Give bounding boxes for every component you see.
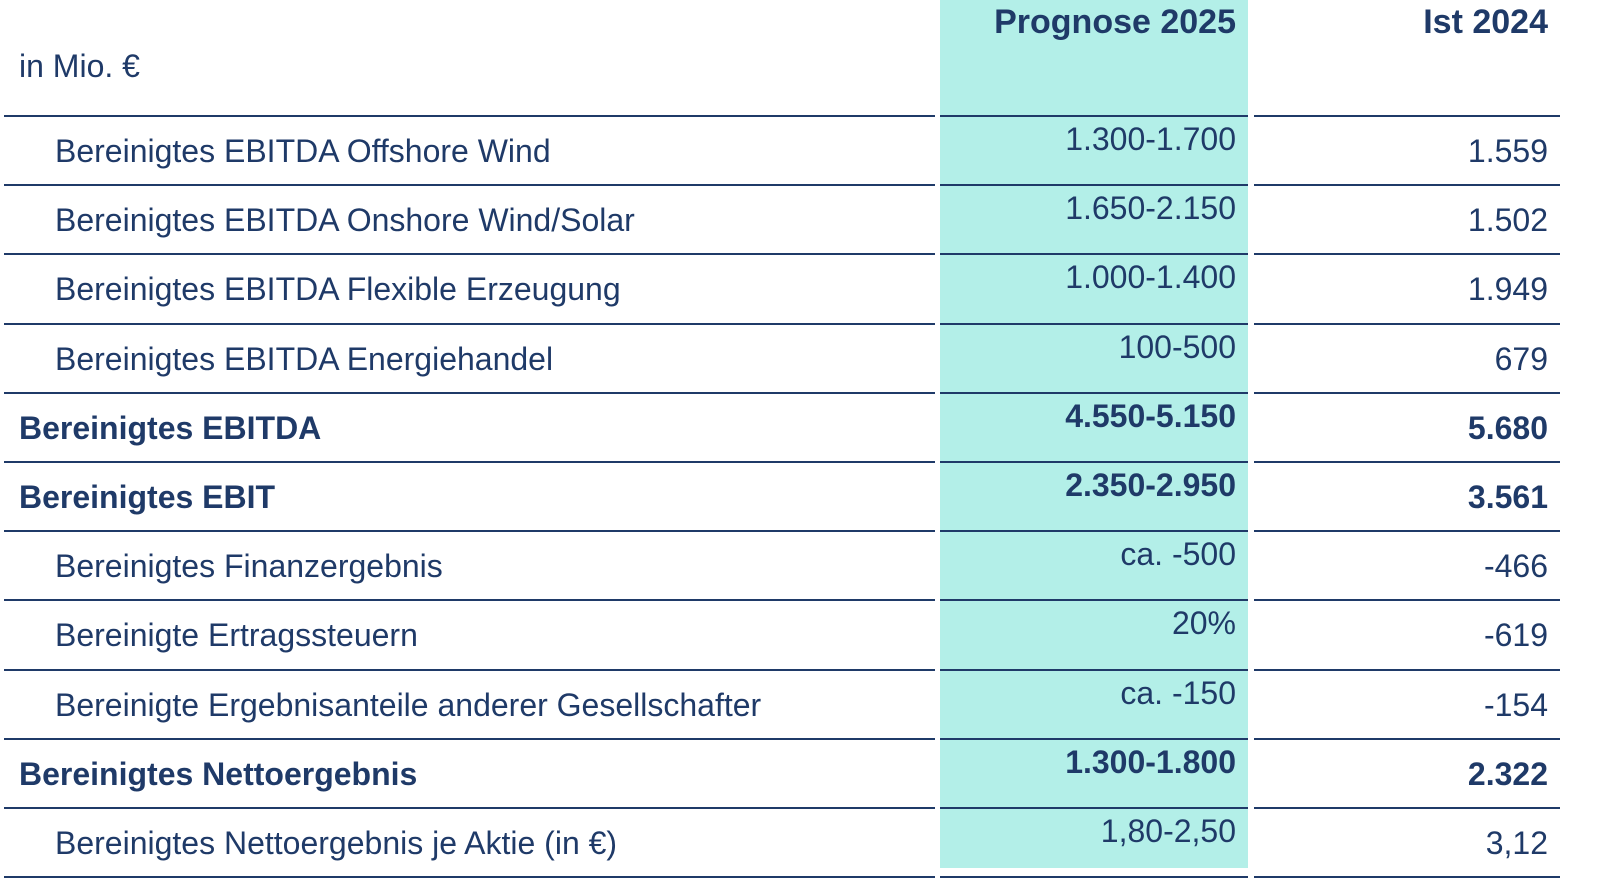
- forecast-value: 20%: [1171, 605, 1236, 642]
- actual-value: 5.680: [1467, 409, 1548, 446]
- actual-value: -466: [1483, 548, 1548, 585]
- row-divider: [1254, 115, 1560, 117]
- row-divider: [940, 461, 1248, 463]
- row-divider: [4, 115, 935, 117]
- column-header: Prognose 2025: [994, 3, 1236, 41]
- row-divider: [940, 737, 1248, 740]
- row-label: Bereinigtes Nettoergebnis je Aktie (in €…: [55, 825, 618, 861]
- row-divider: [940, 253, 1248, 256]
- row-label: Bereinigtes EBITDA Offshore Wind: [55, 133, 551, 169]
- actual-value: 679: [1494, 340, 1548, 377]
- row-divider: [1254, 737, 1560, 740]
- row-label: Bereinigtes EBITDA: [19, 409, 322, 446]
- row-divider: [940, 391, 1248, 394]
- row-divider: [940, 668, 1248, 671]
- row-divider: [940, 807, 1248, 809]
- column-header: Ist 2024: [1423, 3, 1548, 41]
- row-divider: [4, 668, 935, 671]
- row-divider: [940, 599, 1248, 602]
- actual-value: 3.561: [1467, 479, 1548, 515]
- actual-value: -154: [1483, 686, 1548, 723]
- row-label: Bereinigte Ergebnisanteile anderer Gesel…: [55, 686, 762, 723]
- row-divider: [4, 461, 935, 463]
- row-divider: [940, 322, 1248, 325]
- forecast-value: 1,80-2,50: [1100, 813, 1236, 849]
- unit-label: in Mio. €: [19, 48, 140, 84]
- row-divider: [4, 876, 935, 879]
- actual-value: 2.322: [1467, 755, 1548, 792]
- row-divider: [1254, 530, 1560, 533]
- row-label: Bereinigtes EBIT: [19, 479, 276, 515]
- row-divider: [1254, 184, 1560, 187]
- forecast-value: ca. -150: [1120, 674, 1236, 711]
- row-divider: [940, 184, 1248, 187]
- row-divider: [940, 115, 1248, 117]
- actual-value: -619: [1483, 617, 1548, 654]
- row-divider: [4, 322, 935, 325]
- row-divider: [4, 184, 935, 187]
- row-divider: [940, 876, 1248, 879]
- forecast-value: 1.000-1.400: [1065, 259, 1236, 296]
- row-label: Bereinigtes EBITDA Energiehandel: [55, 340, 554, 377]
- row-divider: [4, 737, 935, 740]
- forecast-value: 100-500: [1118, 328, 1236, 365]
- row-divider: [1254, 253, 1560, 256]
- row-divider: [1254, 668, 1560, 671]
- row-divider: [1254, 876, 1560, 879]
- forecast-value: 2.350-2.950: [1065, 467, 1236, 503]
- row-divider: [4, 807, 935, 809]
- forecast-value: 1.300-1.800: [1065, 743, 1236, 780]
- row-label: Bereinigtes EBITDA Flexible Erzeugung: [55, 271, 621, 308]
- actual-value: 1.559: [1467, 133, 1548, 169]
- row-divider: [940, 530, 1248, 533]
- forecast-value: 1.300-1.700: [1065, 121, 1236, 157]
- row-label: Bereinigtes Finanzergebnis: [55, 548, 443, 585]
- forecast-value: 4.550-5.150: [1065, 397, 1236, 434]
- row-divider: [4, 599, 935, 602]
- actual-value: 1.949: [1467, 271, 1548, 308]
- row-divider: [1254, 807, 1560, 809]
- forecast-column-bg: [940, 0, 1248, 868]
- row-divider: [1254, 461, 1560, 463]
- actual-value: 1.502: [1467, 202, 1548, 239]
- row-label: Bereinigtes Nettoergebnis: [19, 755, 418, 792]
- row-label: Bereinigtes EBITDA Onshore Wind/Solar: [55, 202, 635, 239]
- forecast-value: 1.650-2.150: [1065, 190, 1236, 227]
- actual-value: 3,12: [1485, 825, 1548, 861]
- row-divider: [1254, 391, 1560, 394]
- row-label: Bereinigte Ertragssteuern: [55, 617, 418, 654]
- forecast-value: ca. -500: [1120, 536, 1236, 573]
- row-divider: [4, 253, 935, 256]
- row-divider: [4, 391, 935, 394]
- row-divider: [1254, 322, 1560, 325]
- row-divider: [4, 530, 935, 533]
- row-divider: [1254, 599, 1560, 602]
